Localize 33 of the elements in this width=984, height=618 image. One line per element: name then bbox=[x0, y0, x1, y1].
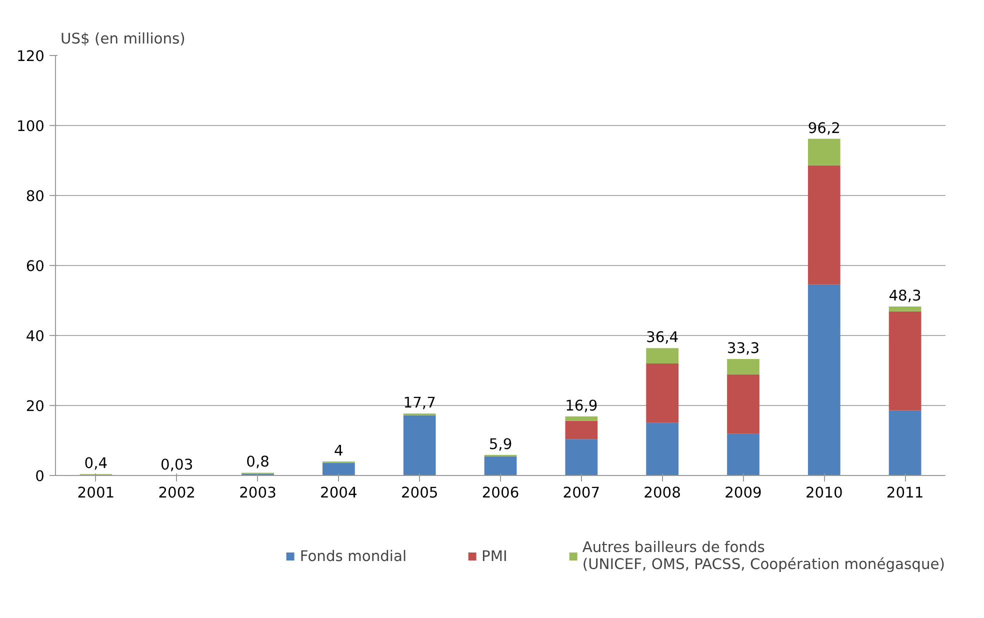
total-label: 5,9 bbox=[488, 436, 512, 453]
x-tick-label: 2006 bbox=[482, 484, 520, 502]
x-tick-label: 2003 bbox=[239, 484, 276, 502]
total-label: 16,9 bbox=[565, 397, 598, 414]
x-tick-label: 2007 bbox=[562, 484, 600, 502]
total-label: 17,7 bbox=[403, 394, 436, 412]
total-label: 0,03 bbox=[160, 456, 194, 474]
y-tick-label: 80 bbox=[26, 188, 45, 205]
y-tick-label: 40 bbox=[26, 328, 45, 345]
y-tick-label: 60 bbox=[26, 258, 45, 275]
x-tick-label: 2002 bbox=[158, 484, 196, 502]
x-tick-label: 2011 bbox=[886, 484, 924, 502]
legend-label: PMI bbox=[482, 548, 508, 564]
y-tick-label: 100 bbox=[16, 118, 45, 135]
total-label: 0,4 bbox=[84, 455, 108, 472]
total-label: 0,8 bbox=[246, 454, 270, 471]
total-label: 33,3 bbox=[726, 340, 760, 357]
y-tick-label: 20 bbox=[26, 398, 45, 415]
legend-label: Fonds mondial bbox=[300, 548, 407, 564]
legend-label: Autres bailleurs de fonds (UNICEF, OMS, PACSS, Coopération monégasque) bbox=[582, 539, 945, 573]
total-label: 4 bbox=[334, 442, 344, 460]
total-label: 96,2 bbox=[808, 120, 840, 137]
x-tick-label: 2005 bbox=[400, 484, 438, 502]
x-tick-label: 2008 bbox=[644, 484, 681, 502]
total-label: 36,4 bbox=[646, 329, 679, 346]
y-axis-title: US$ (en millions) bbox=[60, 30, 186, 48]
x-tick-label: 2009 bbox=[724, 484, 762, 502]
x-tick-label: 2001 bbox=[77, 484, 115, 502]
x-tick-label: 2004 bbox=[320, 484, 358, 502]
y-tick-label: 120 bbox=[16, 48, 45, 65]
x-tick-label: 2010 bbox=[805, 484, 843, 502]
total-label: 48,3 bbox=[888, 287, 922, 304]
y-tick-label: 0 bbox=[35, 468, 45, 485]
